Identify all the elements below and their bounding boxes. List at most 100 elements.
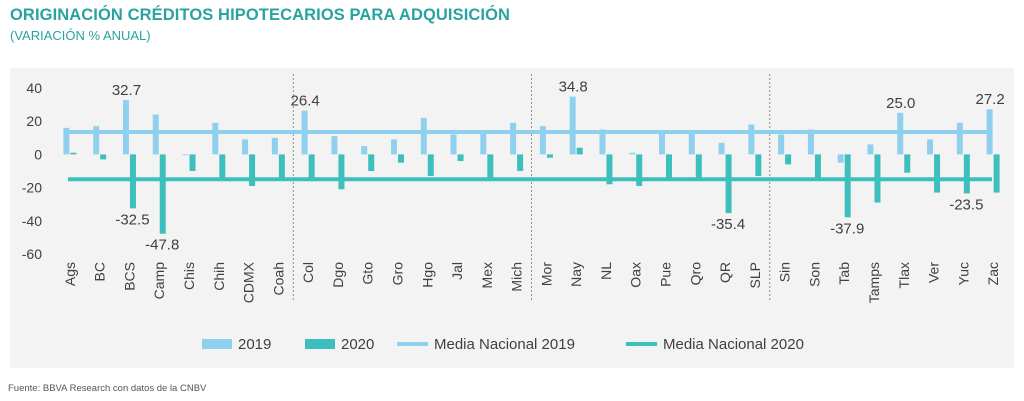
x-tick-label: Coah xyxy=(270,262,286,295)
bar-2020-qro xyxy=(695,154,702,181)
x-tick-label: Dgo xyxy=(330,262,346,288)
bar-2019-yuc xyxy=(956,122,963,155)
y-tick-label: 20 xyxy=(26,113,42,129)
data-label: 34.8 xyxy=(559,79,588,96)
bar-2019-pue xyxy=(659,131,666,155)
bar-2020-gto xyxy=(368,154,375,171)
x-tick-label: Chis xyxy=(181,262,197,290)
bar-2019-mich xyxy=(510,122,517,155)
bar-2019-cdmx xyxy=(242,139,249,155)
x-tick-label: SLP xyxy=(747,262,763,288)
legend-label-2020: 2020 xyxy=(341,336,374,353)
x-tick-label: Zac xyxy=(985,262,1001,285)
bar-2020-pue xyxy=(666,154,673,181)
chart-subtitle: (VARIACIÓN % ANUAL) xyxy=(10,28,151,43)
bar-2020-chis xyxy=(189,154,196,171)
data-label: -37.9 xyxy=(830,220,864,237)
bar-2019-qro xyxy=(688,131,695,155)
legend-label-media-2019: Media Nacional 2019 xyxy=(434,336,575,353)
x-tick-label: QR xyxy=(717,262,733,283)
bar-2020-ags xyxy=(70,152,77,155)
bar-2019-gro xyxy=(390,139,397,155)
bar-2020-son xyxy=(814,154,821,181)
x-tick-label: Tlax xyxy=(896,262,912,288)
bar-2019-tab xyxy=(837,154,844,163)
data-label: -23.5 xyxy=(949,196,983,213)
data-label: 27.2 xyxy=(976,91,1005,108)
x-tick-label: Nay xyxy=(568,262,584,287)
bar-2020-cdmx xyxy=(249,154,256,186)
legend-label-2019: 2019 xyxy=(238,336,271,353)
bar-2020-col xyxy=(308,154,315,178)
bar-2020-zac xyxy=(993,154,1000,193)
chart-title: ORIGINACIÓN CRÉDITOS HIPOTECARIOS PARA A… xyxy=(10,6,511,24)
bar-2019-oax xyxy=(629,152,636,155)
bar-2020-dgo xyxy=(338,154,345,190)
x-tick-label: Ags xyxy=(62,262,78,286)
bar-2019-bc xyxy=(93,126,100,155)
legend-swatch-2019 xyxy=(202,339,232,349)
x-tick-label: Camp xyxy=(151,262,167,300)
x-tick-label: Oax xyxy=(628,262,644,288)
bar-2020-qr xyxy=(725,154,732,214)
bar-2020-tab xyxy=(844,154,851,218)
bar-2019-nay xyxy=(569,96,576,155)
x-tick-label: Ver xyxy=(926,262,942,283)
bar-2020-tlax xyxy=(904,154,911,173)
x-tick-label: Tab xyxy=(836,262,852,285)
bar-2020-ver xyxy=(934,154,941,193)
bar-2019-bcs xyxy=(122,100,129,155)
y-tick-label: 0 xyxy=(34,146,42,162)
y-tick-label: -40 xyxy=(22,213,42,229)
x-tick-label: Son xyxy=(806,262,822,287)
bar-2019-gto xyxy=(361,146,368,155)
x-tick-label: Mor xyxy=(538,262,554,286)
bar-chart: 40 20 0 -20 -40 -60 Ags BC BCS Camp Chis Chih CDMX Co… xyxy=(22,74,1005,353)
bar-2019-mor xyxy=(539,126,546,155)
data-label: -35.4 xyxy=(711,216,745,233)
x-tick-label: Pue xyxy=(658,262,674,287)
bar-2019-ags xyxy=(63,127,70,155)
bar-2020-mex xyxy=(487,154,494,181)
y-tick-label: -20 xyxy=(22,180,42,196)
x-tick-label: Gto xyxy=(360,262,376,285)
bar-2020-mor xyxy=(546,154,553,158)
data-label: 25.0 xyxy=(886,95,915,112)
x-tick-label: BCS xyxy=(121,262,137,291)
bar-2019-tamps xyxy=(867,144,874,155)
data-label: 26.4 xyxy=(291,93,320,110)
x-tick-label: Sin xyxy=(777,262,793,282)
bar-2020-nay xyxy=(576,147,583,155)
bar-2020-nl xyxy=(606,154,613,185)
bar-2019-nl xyxy=(599,129,606,155)
x-tick-label: Yuc xyxy=(955,262,971,285)
bar-2020-bc xyxy=(100,154,107,160)
x-tick-label: Gro xyxy=(389,262,405,286)
bar-2020-coah xyxy=(278,154,285,181)
plot-background xyxy=(10,68,1014,368)
bar-2019-ver xyxy=(927,139,934,155)
bar-2019-qr xyxy=(718,142,725,155)
bar-2019-coah xyxy=(271,137,278,155)
bar-2020-yuc xyxy=(963,154,970,194)
x-tick-label: Mex xyxy=(479,262,495,288)
bar-2020-sin xyxy=(785,154,792,165)
bar-2020-camp xyxy=(159,154,166,234)
x-tick-label: NL xyxy=(598,262,614,280)
bar-2020-slp xyxy=(755,154,762,176)
bar-2019-mex xyxy=(480,132,487,155)
data-label: 32.7 xyxy=(112,82,141,99)
x-tick-label: Hgo xyxy=(419,262,435,288)
bar-2019-slp xyxy=(748,124,755,155)
bar-2019-chis xyxy=(182,154,189,156)
source-note: Fuente: BBVA Research con datos de la CN… xyxy=(8,383,207,394)
bar-2020-jal xyxy=(457,154,464,162)
x-tick-label: Jal xyxy=(449,262,465,280)
x-tick-label: Tamps xyxy=(866,262,882,303)
x-tick-label: Qro xyxy=(687,262,703,286)
x-tick-label: Mich xyxy=(509,262,525,292)
x-tick-label: CDMX xyxy=(241,261,257,303)
bar-2020-chih xyxy=(219,154,226,181)
bar-2020-hgo xyxy=(427,154,434,176)
